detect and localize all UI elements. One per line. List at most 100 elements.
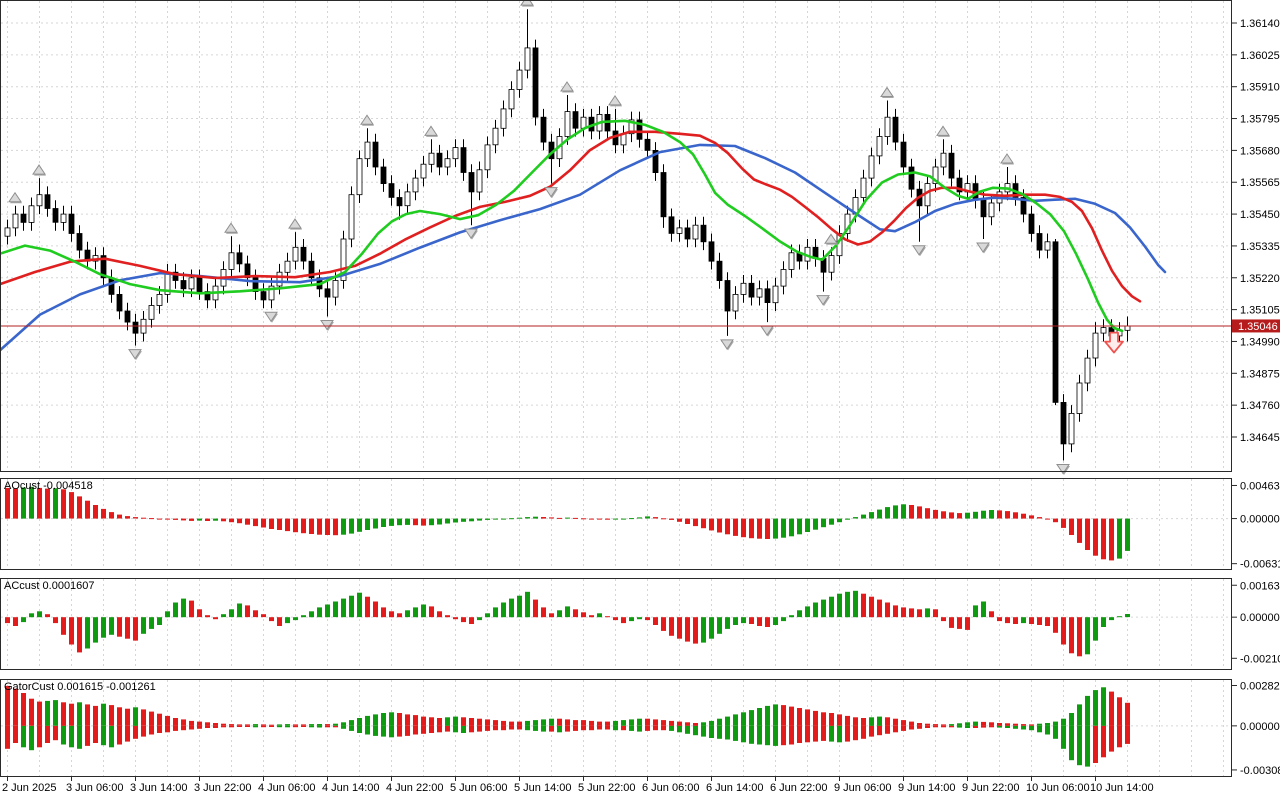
time-axis-label: 5 Jun 06:00 xyxy=(450,782,508,794)
ao-histogram-layer xyxy=(5,486,1130,561)
gator-up-bar xyxy=(373,714,378,726)
gator-dn-bar xyxy=(421,725,426,734)
gator-dn-bar xyxy=(613,725,618,731)
gator-dn-bar xyxy=(749,725,754,744)
gator-dn-bar xyxy=(413,725,418,735)
candle xyxy=(932,158,939,192)
gator-up-bar xyxy=(85,704,90,726)
ac-bar xyxy=(165,611,170,618)
gator-up-bar xyxy=(501,720,506,726)
gator-up-bar xyxy=(93,705,98,726)
ao-bar xyxy=(925,508,930,519)
gator-up-bar xyxy=(397,713,402,726)
candle xyxy=(868,147,875,187)
svg-text:-0.006313: -0.006313 xyxy=(1240,559,1280,571)
gator-dn-bar xyxy=(997,725,1002,728)
gator-dn-bar xyxy=(269,725,274,727)
ao-bar xyxy=(309,518,314,534)
ac-bar xyxy=(45,614,50,618)
time-axis-label: 6 Jun 06:00 xyxy=(642,782,700,794)
time-axis-label: 4 Jun 06:00 xyxy=(258,782,316,794)
gator-dn-bar xyxy=(461,725,466,733)
candle xyxy=(388,175,395,206)
gator-dn-bar xyxy=(981,725,986,728)
gator-up-bar xyxy=(613,720,618,726)
ac-bar xyxy=(1045,617,1050,626)
candle xyxy=(772,277,779,311)
time-axis[interactable]: 2 Jun 2025 3 Jun 06:00 3 Jun 14:00 3 Jun 22… xyxy=(2,777,1154,794)
ac-bar xyxy=(117,617,122,637)
svg-text:0.0000000: 0.0000000 xyxy=(1240,612,1280,624)
ac-bar xyxy=(61,617,66,635)
candle xyxy=(628,111,635,143)
gator-up-bar xyxy=(437,718,442,726)
gator-dn-bar xyxy=(717,725,722,739)
ao-bar xyxy=(157,518,162,520)
time-axis-label: 9 Jun 22:00 xyxy=(962,782,1020,794)
gator-dn-bar xyxy=(437,725,442,733)
ao-bar xyxy=(21,487,26,519)
ac-bar xyxy=(805,606,810,618)
svg-text:1.35680: 1.35680 xyxy=(1240,145,1280,157)
ao-bar xyxy=(277,518,282,530)
alligator-lips-line xyxy=(0,119,1124,333)
ac-bar xyxy=(269,617,274,622)
gator-dn-bar xyxy=(53,725,58,741)
gator-up-bar xyxy=(197,721,202,726)
gator-dn-bar xyxy=(821,725,826,741)
ac-bar xyxy=(445,615,450,618)
price-axis[interactable]: 1.36140 1.36025 1.35910 1.35795 1.35680 1.355… xyxy=(1232,18,1280,777)
svg-text:-0.0021058: -0.0021058 xyxy=(1240,653,1280,665)
ac-bar xyxy=(741,617,746,624)
gator-dn-bar xyxy=(253,725,258,728)
gator-up-bar xyxy=(837,714,842,726)
ac-bar xyxy=(493,607,498,618)
candle xyxy=(692,216,699,248)
gator-dn-bar xyxy=(669,725,674,731)
ac-bar xyxy=(317,607,322,618)
gator-dn-bar xyxy=(389,725,394,738)
gator-up-bar xyxy=(53,700,58,726)
candle xyxy=(1084,349,1091,392)
indicator-label-ac: ACcust 0.0001607 xyxy=(4,580,95,592)
ao-bar xyxy=(389,518,394,526)
candle xyxy=(1092,322,1099,367)
ao-bar xyxy=(61,489,66,519)
candle xyxy=(908,158,915,198)
current-price-badge: 1.35046 xyxy=(1232,319,1280,333)
candle xyxy=(52,200,59,231)
gator-dn-bar xyxy=(1069,725,1074,761)
ao-bar xyxy=(717,518,722,533)
gator-dn-bar xyxy=(117,725,122,745)
ac-bar xyxy=(77,617,82,653)
gator-up-bar xyxy=(5,685,10,726)
gator-dn-bar xyxy=(933,725,938,728)
candle xyxy=(668,208,675,242)
gator-dn-bar xyxy=(1077,725,1082,766)
gator-up-bar xyxy=(1117,697,1122,726)
gator-dn-bar xyxy=(245,725,250,727)
candle xyxy=(492,119,499,154)
gator-dn-bar xyxy=(77,725,82,749)
candle xyxy=(372,133,379,176)
ac-bar xyxy=(1037,617,1042,625)
ac-bar xyxy=(581,612,586,618)
ao-bar xyxy=(213,518,218,521)
candle xyxy=(36,178,43,215)
candle xyxy=(788,244,795,278)
gator-dn-bar xyxy=(869,725,874,737)
gator-up-bar xyxy=(717,718,722,726)
gator-up-bar xyxy=(389,712,394,726)
time-axis-label: 10 Jun 06:00 xyxy=(1026,782,1090,794)
gator-dn-bar xyxy=(141,725,146,737)
gator-up-bar xyxy=(13,688,18,726)
indicator-name-ac: ACcust xyxy=(4,580,40,592)
ao-bar xyxy=(749,518,754,539)
ao-bar xyxy=(5,487,10,519)
candle xyxy=(404,183,411,215)
ao-bar xyxy=(1013,512,1018,519)
ac-bar xyxy=(773,617,778,625)
ac-bar xyxy=(661,617,666,631)
gator-dn-bar xyxy=(781,725,786,746)
